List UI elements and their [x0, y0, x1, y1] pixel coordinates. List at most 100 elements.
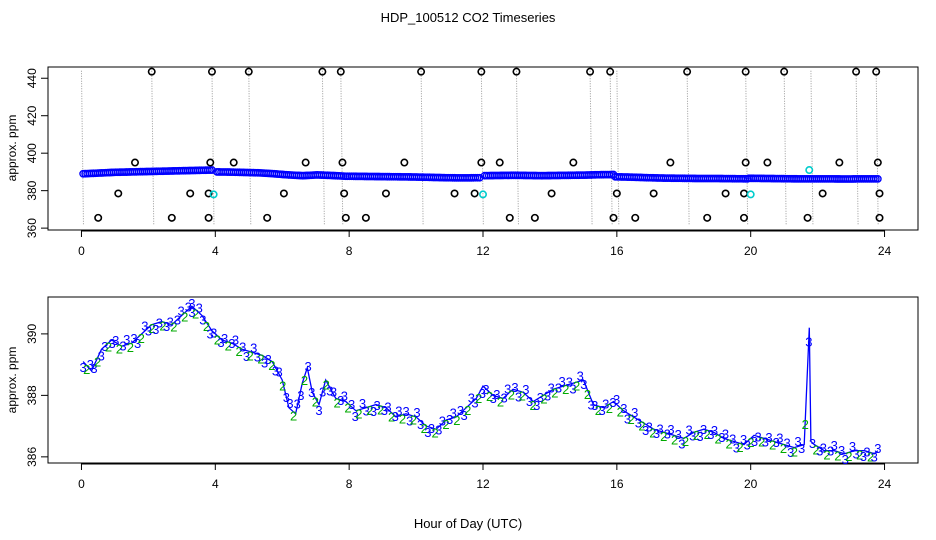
outlier-point [569, 158, 578, 167]
series-marker-label: 2 [671, 432, 678, 447]
series-marker-label: 2 [606, 401, 613, 416]
series-marker-label: 3 [439, 414, 446, 429]
series-marker-label: 3 [167, 314, 174, 329]
outlier-point [872, 67, 881, 76]
series-marker-label: 3 [326, 383, 333, 398]
outlier-point [131, 158, 140, 167]
bottom-x-tick-label: 0 [78, 477, 85, 491]
top-x-tick-label: 16 [610, 244, 624, 258]
series-marker-label: 3 [261, 355, 268, 370]
outlier-point [803, 213, 812, 222]
series-marker-label: 3 [145, 323, 152, 338]
series-marker-label: 3 [678, 436, 685, 451]
series-marker-label: 3 [283, 390, 290, 405]
series-marker-label: 3 [602, 397, 609, 412]
series-marker-label: 2 [105, 340, 112, 355]
series-marker-label: 3 [112, 333, 119, 348]
series-marker-label: 3 [80, 360, 87, 375]
bottom-y-axis-label: approx. ppm [5, 347, 19, 414]
series-marker-label: 3 [635, 416, 642, 431]
series-marker-label: 3 [816, 444, 823, 459]
top-y-axis-label: approx. ppm [5, 115, 19, 182]
bottom-y-tick-label: 386 [25, 447, 39, 467]
series-marker-label: 2 [148, 321, 155, 336]
series-marker-label: 2 [225, 339, 232, 354]
series-marker-label: 3 [609, 395, 616, 410]
series-marker-label: 3 [533, 398, 540, 413]
series-marker-label: 2 [486, 389, 493, 404]
series-marker-label: 2 [791, 444, 798, 459]
series-marker-label: 2 [366, 403, 373, 418]
outlier-point [739, 189, 748, 198]
series-marker-label: 2 [475, 391, 482, 406]
series-point [873, 174, 882, 183]
series-marker-label: 3 [479, 386, 486, 401]
outlier-point [417, 67, 426, 76]
series-marker-label: 3 [370, 404, 377, 419]
series-marker-label: 2 [704, 427, 711, 442]
outlier-point [780, 67, 789, 76]
bottom-y-tick-label: 388 [25, 385, 39, 405]
series-marker-label: 3 [123, 332, 130, 347]
spike-line [609, 70, 613, 225]
series-marker-label: 2 [813, 442, 820, 457]
bottom-x-tick-label: 16 [610, 477, 624, 491]
series-marker-label: 3 [450, 405, 457, 420]
series-marker-label: 3 [827, 444, 834, 459]
series-marker-label: 3 [348, 397, 355, 412]
series-marker-label: 2 [845, 449, 852, 464]
series-marker-label: 3 [842, 452, 849, 467]
series-marker-label: 3 [798, 441, 805, 456]
series-marker-label: 3 [646, 419, 653, 434]
series-marker-label: 3 [874, 441, 881, 456]
bottom-x-tick-label: 12 [476, 477, 490, 491]
series-marker-label: 3 [809, 436, 816, 451]
bottom-x-tick-label: 24 [878, 477, 892, 491]
series-marker-label: 3 [740, 432, 747, 447]
series-marker-label: 3 [696, 429, 703, 444]
series-marker-label: 2 [94, 354, 101, 369]
spike-line [248, 70, 252, 225]
top-y-tick-label: 380 [25, 180, 39, 200]
series-marker-label: 3 [163, 319, 170, 334]
series-marker-label: 3 [490, 391, 497, 406]
series-marker-label: 3 [787, 445, 794, 460]
series-marker-label: 3 [402, 404, 409, 419]
series-marker-label: 3 [559, 374, 566, 389]
series-marker-label: 2 [138, 331, 145, 346]
series-marker-label: 3 [275, 364, 282, 379]
series-marker-label: 2 [736, 440, 743, 455]
bottom-x-tick-label: 4 [212, 477, 219, 491]
series-marker-label: 3 [428, 421, 435, 436]
x-axis-label: Hour of Day (UTC) [414, 516, 522, 531]
series-marker-label: 3 [395, 403, 402, 418]
series-marker-label: 2 [551, 385, 558, 400]
series-marker-label: 3 [305, 359, 312, 374]
outlier-point [530, 213, 539, 222]
series-marker-label: 3 [243, 349, 250, 364]
series-marker-label: 3 [805, 334, 812, 349]
series-marker-label: 3 [185, 300, 192, 315]
spike-line [745, 70, 749, 225]
series-marker-label: 3 [711, 423, 718, 438]
series-marker-label: 3 [471, 395, 478, 410]
series-marker-label: 3 [228, 336, 235, 351]
spike-line [855, 70, 859, 225]
series-marker-label: 3 [468, 390, 475, 405]
outlier-point [114, 189, 123, 198]
series-marker-label: 3 [838, 443, 845, 458]
series-marker-label: 3 [580, 377, 587, 392]
series-marker-label: 3 [315, 403, 322, 418]
spike-line [810, 70, 814, 225]
series-marker-label: 3 [101, 339, 108, 354]
series-marker-label: 3 [751, 434, 758, 449]
series-marker-label: 2 [519, 389, 526, 404]
series-marker-label: 3 [784, 436, 791, 451]
series-marker-label: 3 [537, 390, 544, 405]
outlier-point [612, 189, 621, 198]
bottom-series: 3233233233233233233233233233233233233233… [80, 296, 882, 467]
series-marker-label: 3 [754, 430, 761, 445]
series-marker-label: 3 [330, 385, 337, 400]
top-panel: approx. ppm 0 4 8 12 16 20 24 360 380 400 420 440 [5, 66, 919, 258]
